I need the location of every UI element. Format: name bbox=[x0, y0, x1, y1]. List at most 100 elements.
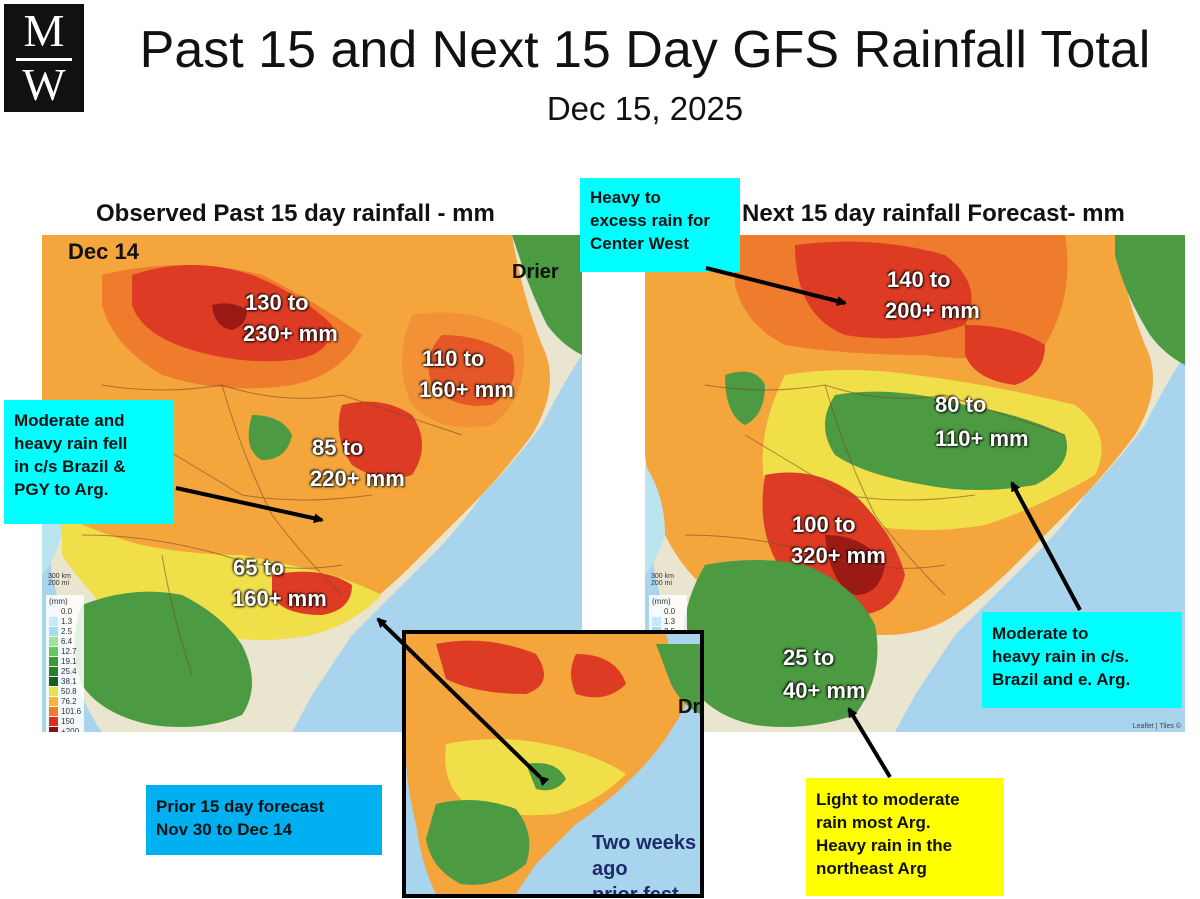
legend-entry: 25.4 bbox=[49, 667, 81, 677]
legend-swatch bbox=[49, 727, 58, 732]
legend-entry: 1.3 bbox=[652, 617, 684, 627]
callout-line: Heavy to bbox=[590, 188, 661, 207]
legend-swatch bbox=[49, 677, 58, 687]
callout-line: Heavy rain in the bbox=[816, 836, 953, 855]
legend-swatch bbox=[652, 607, 661, 617]
callout-line: Prior 15 day forecast bbox=[156, 797, 325, 816]
legend-swatch bbox=[652, 617, 661, 627]
forecast-scale-bar: 300 km 200 mi bbox=[651, 573, 674, 587]
legend-value: 1.3 bbox=[61, 617, 73, 626]
legend-value: 38.1 bbox=[61, 677, 77, 686]
inset-note-line2: prior fcst bbox=[592, 884, 679, 898]
callout-line: heavy rain in c/s. bbox=[992, 647, 1130, 666]
forecast-label-south-high: 320+ mm bbox=[791, 543, 886, 568]
legend-swatch bbox=[49, 697, 58, 707]
inset-note: Two weeks ago prior fcst bbox=[592, 830, 700, 898]
legend-value: 25.4 bbox=[61, 667, 77, 676]
forecast-map-title: Next 15 day rainfall Forecast- mm bbox=[742, 200, 1125, 227]
callout-line: Light to moderate bbox=[816, 790, 960, 809]
legend-swatch bbox=[49, 627, 58, 637]
legend-entry: 0.0 bbox=[652, 607, 684, 617]
mw-logo: M W bbox=[4, 4, 84, 112]
legend-swatch bbox=[49, 667, 58, 677]
legend-entry: 50.8 bbox=[49, 687, 81, 697]
forecast-label-south-low: 100 to bbox=[792, 512, 856, 537]
legend-entry: 2.5 bbox=[49, 627, 81, 637]
callout-line: Nov 30 to Dec 14 bbox=[156, 820, 293, 839]
logo-letter-top: M bbox=[23, 5, 65, 56]
legend-entry: 1.3 bbox=[49, 617, 81, 627]
observed-label-ne-low: 110 to bbox=[422, 346, 485, 371]
legend-value: 150 bbox=[61, 717, 75, 726]
scale-km: 300 km bbox=[651, 573, 674, 580]
legend-swatch bbox=[49, 647, 58, 657]
observed-label-south-high: 160+ mm bbox=[232, 586, 327, 611]
forecast-label-arg-low: 25 to bbox=[783, 645, 835, 670]
legend-entry: 76.2 bbox=[49, 697, 81, 707]
legend-entry: 19.1 bbox=[49, 657, 81, 667]
callout-line: in c/s Brazil & bbox=[14, 457, 126, 476]
scale-mi: 200 mi bbox=[48, 580, 70, 587]
callout-line: Moderate and bbox=[14, 411, 125, 430]
legend-value: 6.4 bbox=[61, 637, 73, 646]
legend-value: +200 bbox=[61, 727, 80, 732]
observed-label-ne-high: 160+ mm bbox=[419, 377, 514, 402]
legend-unit: (mm) bbox=[49, 597, 68, 606]
map-attribution: Leaflet | Tiles © bbox=[1132, 723, 1181, 730]
legend-value: 12.7 bbox=[61, 647, 77, 656]
forecast-label-east-high: 110+ mm bbox=[935, 426, 1029, 451]
observed-legend: (mm) 0.0 1.3 2.5 6.4 12.7 19.1 25.4 38.1 50.8 76.… bbox=[46, 595, 85, 732]
scale-km: 300 km bbox=[48, 573, 71, 580]
forecast-label-arg-high: 40+ mm bbox=[783, 678, 866, 703]
page-date: Dec 15, 2025 bbox=[546, 90, 744, 127]
legend-swatch bbox=[49, 607, 58, 617]
callout-observed: Moderate and heavy rain fell in c/s Braz… bbox=[4, 400, 174, 524]
legend-swatch bbox=[49, 617, 58, 627]
legend-entry: 150 bbox=[49, 717, 81, 727]
observed-label-nw-low: 130 to bbox=[245, 290, 309, 315]
legend-entry: 101.6 bbox=[49, 707, 81, 717]
callout-argentina: Light to moderate rain most Arg. Heavy r… bbox=[806, 778, 1004, 896]
legend-value: 101.6 bbox=[61, 707, 82, 716]
callout-prior-forecast: Prior 15 day forecast Nov 30 to Dec 14 bbox=[146, 785, 382, 855]
callout-line: PGY to Arg. bbox=[14, 480, 109, 499]
observed-map-title: Observed Past 15 day rainfall - mm bbox=[96, 200, 495, 227]
inset-note-line1: Two weeks ago bbox=[592, 832, 697, 880]
observed-label-center-high: 220+ mm bbox=[310, 466, 405, 491]
callout-line: excess rain for bbox=[590, 211, 711, 230]
legend-value: 76.2 bbox=[61, 697, 77, 706]
legend-swatch bbox=[49, 717, 58, 727]
legend-value: 2.5 bbox=[61, 627, 73, 636]
legend-swatch bbox=[49, 657, 58, 667]
forecast-label-north-high: 200+ mm bbox=[885, 298, 980, 323]
prior-forecast-inset-map[interactable]: Drier Two weeks ago prior fcst bbox=[402, 630, 704, 898]
legend-value: 0.0 bbox=[61, 607, 73, 616]
callout-forecast-cs: Moderate to heavy rain in c/s. Brazil an… bbox=[982, 612, 1182, 708]
callout-line: Brazil and e. Arg. bbox=[992, 670, 1131, 689]
legend-entry: 6.4 bbox=[49, 637, 81, 647]
observed-scale-bar: 300 km 200 mi bbox=[48, 573, 71, 587]
observed-label-south-low: 65 to bbox=[233, 555, 285, 580]
legend-swatch bbox=[49, 707, 58, 717]
observed-label-center-low: 85 to bbox=[312, 435, 364, 460]
legend-value: 0.0 bbox=[664, 607, 676, 616]
legend-swatch bbox=[49, 687, 58, 697]
logo-letter-bottom: W bbox=[22, 59, 66, 110]
scale-mi: 200 mi bbox=[651, 580, 673, 587]
callout-center-west: Heavy to excess rain for Center West bbox=[580, 178, 740, 272]
logo-divider bbox=[16, 58, 72, 61]
legend-entry: 12.7 bbox=[49, 647, 81, 657]
legend-value: 19.1 bbox=[61, 657, 77, 666]
observed-label-nw-high: 230+ mm bbox=[243, 321, 338, 346]
legend-entry: +200 bbox=[49, 727, 81, 732]
callout-line: heavy rain fell bbox=[14, 434, 128, 453]
forecast-label-north-low: 140 to bbox=[887, 267, 951, 292]
callout-line: Moderate to bbox=[992, 624, 1089, 643]
observed-drier-label: Drier bbox=[512, 261, 559, 283]
callout-line: northeast Arg bbox=[816, 859, 927, 878]
legend-value: 1.3 bbox=[664, 617, 676, 626]
legend-value: 50.8 bbox=[61, 687, 77, 696]
legend-unit: (mm) bbox=[652, 597, 671, 606]
callout-line: Center West bbox=[590, 234, 689, 253]
